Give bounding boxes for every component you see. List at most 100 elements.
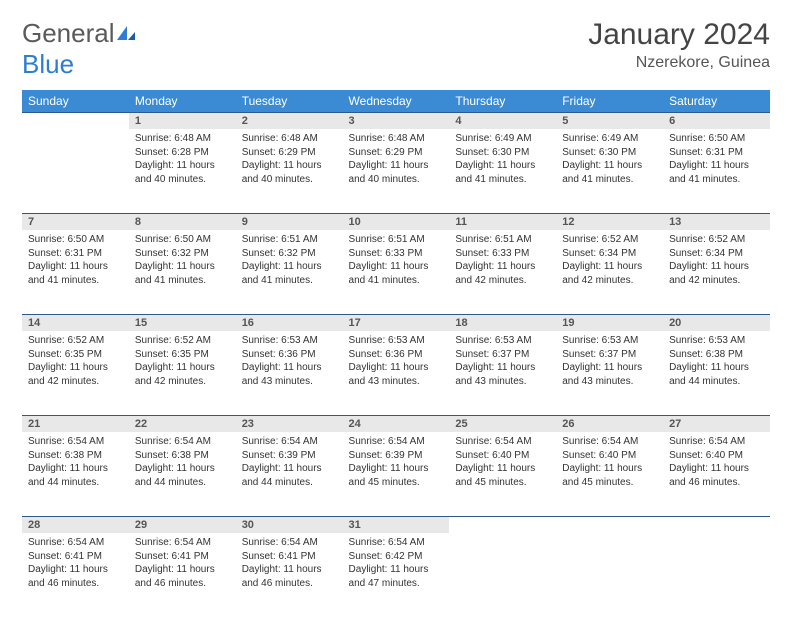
day-number: 24	[343, 415, 450, 432]
daylight-text: and 40 minutes.	[135, 173, 230, 187]
daylight-text: Daylight: 11 hours	[349, 563, 444, 577]
day-cell: Sunrise: 6:54 AMSunset: 6:39 PMDaylight:…	[343, 432, 450, 516]
daylight-text: and 42 minutes.	[28, 375, 123, 389]
sunset-text: Sunset: 6:36 PM	[349, 348, 444, 362]
sunrise-text: Sunrise: 6:54 AM	[242, 435, 337, 449]
sunrise-text: Sunrise: 6:54 AM	[242, 536, 337, 550]
sunrise-text: Sunrise: 6:54 AM	[28, 536, 123, 550]
sunrise-text: Sunrise: 6:52 AM	[28, 334, 123, 348]
weekday-header: Monday	[129, 90, 236, 112]
day-number-cell: 13	[663, 213, 770, 230]
day-cell: Sunrise: 6:48 AMSunset: 6:29 PMDaylight:…	[236, 129, 343, 213]
sunset-text: Sunset: 6:39 PM	[242, 449, 337, 463]
day-body: Sunrise: 6:51 AMSunset: 6:33 PMDaylight:…	[343, 230, 450, 293]
day-body: Sunrise: 6:50 AMSunset: 6:31 PMDaylight:…	[663, 129, 770, 192]
sunrise-text: Sunrise: 6:54 AM	[349, 536, 444, 550]
day-number-cell: 25	[449, 415, 556, 432]
daylight-text: Daylight: 11 hours	[349, 361, 444, 375]
daylight-text: and 45 minutes.	[562, 476, 657, 490]
daylight-text: and 42 minutes.	[669, 274, 764, 288]
sunset-text: Sunset: 6:37 PM	[562, 348, 657, 362]
day-body: Sunrise: 6:54 AMSunset: 6:38 PMDaylight:…	[22, 432, 129, 495]
daylight-text: Daylight: 11 hours	[28, 361, 123, 375]
daylight-text: Daylight: 11 hours	[135, 462, 230, 476]
sunset-text: Sunset: 6:42 PM	[349, 550, 444, 564]
day-body: Sunrise: 6:50 AMSunset: 6:31 PMDaylight:…	[22, 230, 129, 293]
day-number-cell: 9	[236, 213, 343, 230]
daynum-row: 14151617181920	[22, 314, 770, 331]
daylight-text: Daylight: 11 hours	[669, 462, 764, 476]
day-number: 9	[236, 213, 343, 230]
day-number-cell: 7	[22, 213, 129, 230]
sunrise-text: Sunrise: 6:48 AM	[349, 132, 444, 146]
daylight-text: and 41 minutes.	[669, 173, 764, 187]
day-number: 23	[236, 415, 343, 432]
sunset-text: Sunset: 6:40 PM	[455, 449, 550, 463]
day-cell: Sunrise: 6:49 AMSunset: 6:30 PMDaylight:…	[449, 129, 556, 213]
day-body: Sunrise: 6:53 AMSunset: 6:37 PMDaylight:…	[556, 331, 663, 394]
day-body: Sunrise: 6:49 AMSunset: 6:30 PMDaylight:…	[449, 129, 556, 192]
day-cell: Sunrise: 6:52 AMSunset: 6:34 PMDaylight:…	[663, 230, 770, 314]
weekday-header: Wednesday	[343, 90, 450, 112]
day-cell: Sunrise: 6:50 AMSunset: 6:31 PMDaylight:…	[22, 230, 129, 314]
week-row: Sunrise: 6:54 AMSunset: 6:38 PMDaylight:…	[22, 432, 770, 516]
day-number-cell: 29	[129, 516, 236, 533]
daynum-row: 28293031	[22, 516, 770, 533]
sunrise-text: Sunrise: 6:52 AM	[562, 233, 657, 247]
daylight-text: Daylight: 11 hours	[669, 159, 764, 173]
daylight-text: Daylight: 11 hours	[669, 361, 764, 375]
day-cell: Sunrise: 6:53 AMSunset: 6:37 PMDaylight:…	[556, 331, 663, 415]
sunrise-text: Sunrise: 6:54 AM	[455, 435, 550, 449]
sunset-text: Sunset: 6:32 PM	[242, 247, 337, 261]
day-number: 29	[129, 516, 236, 533]
weekday-header: Friday	[556, 90, 663, 112]
header: GeneralBlue January 2024 Nzerekore, Guin…	[22, 18, 770, 80]
day-cell	[449, 533, 556, 617]
day-number: 6	[663, 112, 770, 129]
day-cell: Sunrise: 6:54 AMSunset: 6:39 PMDaylight:…	[236, 432, 343, 516]
daynum-row: 123456	[22, 112, 770, 129]
brand-logo: GeneralBlue	[22, 18, 137, 80]
month-title: January 2024	[588, 18, 770, 52]
daylight-text: Daylight: 11 hours	[349, 159, 444, 173]
day-cell: Sunrise: 6:52 AMSunset: 6:35 PMDaylight:…	[22, 331, 129, 415]
daylight-text: Daylight: 11 hours	[562, 159, 657, 173]
day-number-cell: 20	[663, 314, 770, 331]
day-cell: Sunrise: 6:53 AMSunset: 6:36 PMDaylight:…	[236, 331, 343, 415]
sunrise-text: Sunrise: 6:54 AM	[669, 435, 764, 449]
daylight-text: and 45 minutes.	[349, 476, 444, 490]
day-cell: Sunrise: 6:50 AMSunset: 6:31 PMDaylight:…	[663, 129, 770, 213]
day-body: Sunrise: 6:49 AMSunset: 6:30 PMDaylight:…	[556, 129, 663, 192]
day-number-cell: 26	[556, 415, 663, 432]
sunrise-text: Sunrise: 6:49 AM	[562, 132, 657, 146]
daylight-text: Daylight: 11 hours	[242, 260, 337, 274]
daylight-text: and 46 minutes.	[669, 476, 764, 490]
day-number-cell	[22, 112, 129, 129]
daynum-row: 78910111213	[22, 213, 770, 230]
sunset-text: Sunset: 6:37 PM	[455, 348, 550, 362]
day-cell: Sunrise: 6:53 AMSunset: 6:36 PMDaylight:…	[343, 331, 450, 415]
day-body: Sunrise: 6:53 AMSunset: 6:36 PMDaylight:…	[343, 331, 450, 394]
sunrise-text: Sunrise: 6:53 AM	[455, 334, 550, 348]
day-number-cell: 17	[343, 314, 450, 331]
sunrise-text: Sunrise: 6:49 AM	[455, 132, 550, 146]
day-number-cell: 5	[556, 112, 663, 129]
day-cell: Sunrise: 6:53 AMSunset: 6:37 PMDaylight:…	[449, 331, 556, 415]
day-body: Sunrise: 6:51 AMSunset: 6:33 PMDaylight:…	[449, 230, 556, 293]
daylight-text: and 43 minutes.	[455, 375, 550, 389]
sunset-text: Sunset: 6:40 PM	[669, 449, 764, 463]
day-cell: Sunrise: 6:54 AMSunset: 6:38 PMDaylight:…	[22, 432, 129, 516]
sunrise-text: Sunrise: 6:50 AM	[28, 233, 123, 247]
daynum-row: 21222324252627	[22, 415, 770, 432]
day-number: 31	[343, 516, 450, 533]
daylight-text: and 43 minutes.	[562, 375, 657, 389]
day-number: 19	[556, 314, 663, 331]
day-body: Sunrise: 6:53 AMSunset: 6:36 PMDaylight:…	[236, 331, 343, 394]
day-cell: Sunrise: 6:51 AMSunset: 6:32 PMDaylight:…	[236, 230, 343, 314]
weekday-header: Tuesday	[236, 90, 343, 112]
day-body: Sunrise: 6:54 AMSunset: 6:40 PMDaylight:…	[556, 432, 663, 495]
day-cell: Sunrise: 6:48 AMSunset: 6:29 PMDaylight:…	[343, 129, 450, 213]
day-number-cell: 3	[343, 112, 450, 129]
day-cell: Sunrise: 6:54 AMSunset: 6:40 PMDaylight:…	[449, 432, 556, 516]
day-number-cell: 23	[236, 415, 343, 432]
